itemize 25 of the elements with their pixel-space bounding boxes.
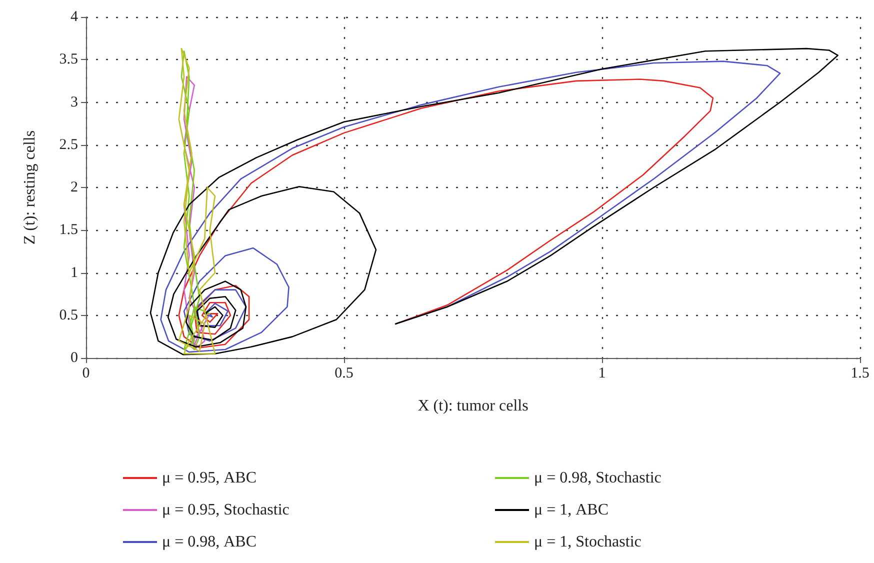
y-tick-label: 3 (70, 94, 78, 110)
legend-label: μ = 1, Stochastic (534, 534, 642, 550)
y-tick-label: 3.5 (59, 52, 78, 68)
line-series (178, 48, 216, 354)
x-tick-label: 0 (82, 366, 90, 382)
legend-label: μ = 0.95, Stochastic (162, 502, 290, 518)
y-axis-title: Z (t): resting cells (22, 130, 38, 245)
y-tick-label: 1.5 (59, 222, 78, 238)
x-tick-label: 1.5 (850, 366, 870, 382)
x-tick-label: 0.5 (334, 366, 354, 382)
x-tick-label: 1 (598, 366, 606, 382)
y-tick-label: 2.5 (59, 136, 78, 153)
legend-label: μ = 1, ABC (534, 502, 608, 518)
y-tick-label: 2 (70, 180, 78, 196)
line-series (178, 78, 714, 348)
legend-label: μ = 0.98, ABC (162, 534, 256, 550)
y-tick-label: 0.5 (59, 307, 78, 324)
y-tick-label: 0 (70, 350, 78, 366)
line-series (180, 50, 210, 350)
y-tick-label: 4 (70, 9, 78, 25)
legend-label: μ = 0.95, ABC (162, 470, 256, 486)
legend-label: μ = 0.98, Stochastic (534, 470, 662, 486)
line-series (183, 76, 210, 350)
y-tick-label: 1 (70, 264, 78, 281)
x-axis-title: X (t): tumor cells (418, 398, 528, 414)
